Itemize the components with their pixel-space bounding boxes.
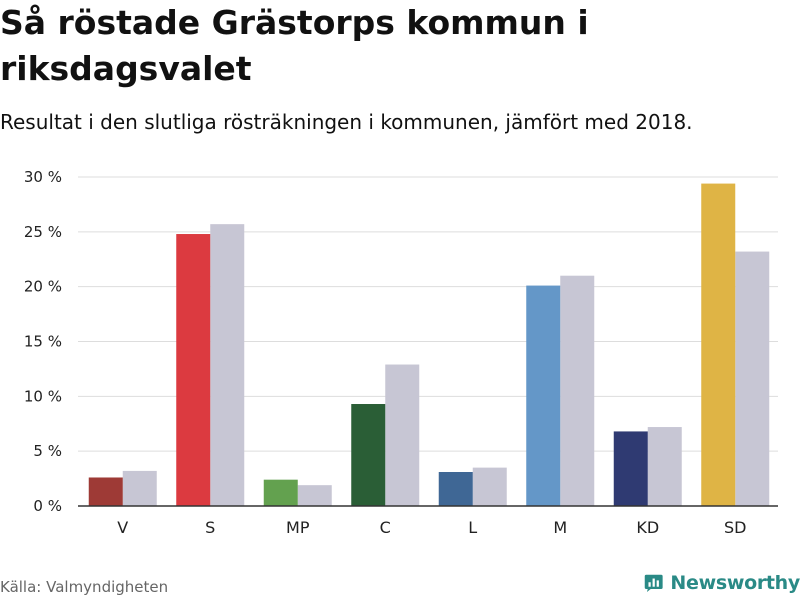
y-axis-labels: 0 % 5 % 10 % 15 % 20 % 25 % 30 % [24, 168, 62, 515]
chart-subtitle: Resultat i den slutliga rösträkningen i … [0, 110, 693, 134]
y-tick-label: 25 % [24, 223, 62, 241]
bar-2022-v [88, 477, 123, 506]
y-tick-label: 15 % [24, 333, 62, 351]
bar-2022-kd [613, 431, 648, 506]
bar-2022-m [526, 285, 561, 506]
bar-2018-m [560, 275, 595, 506]
bars [88, 183, 770, 506]
x-category-label: KD [636, 518, 659, 537]
bar-2022-s [176, 234, 211, 506]
brand-logo: Newsworthy [644, 567, 800, 599]
brand-name: Newsworthy [670, 572, 800, 594]
x-category-label: SD [724, 518, 746, 537]
bar-chart: 0 % 5 % 10 % 15 % 20 % 25 % 30 % V S MP C L M KD SD [24, 168, 778, 537]
bar-2018-s [210, 224, 245, 506]
bar-2022-c [351, 404, 386, 506]
bar-2022-mp [263, 479, 298, 506]
bar-chart-logo-icon [644, 574, 663, 592]
x-category-label: C [380, 518, 391, 537]
y-tick-label: 30 % [24, 168, 62, 186]
x-category-label: MP [286, 518, 310, 537]
y-tick-label: 20 % [24, 278, 62, 296]
x-category-label: L [468, 518, 477, 537]
bar-2022-l [438, 472, 473, 506]
x-axis-labels: V S MP C L M KD SD [117, 518, 746, 537]
y-tick-label: 0 % [33, 497, 62, 515]
bar-2018-l [472, 467, 507, 506]
bar-2018-kd [647, 427, 682, 506]
bar-2018-sd [735, 251, 770, 506]
chart-title: Så röstade Grästorps kommun i riksdagsva… [0, 3, 589, 88]
x-category-label: M [553, 518, 567, 537]
y-tick-label: 10 % [24, 387, 62, 405]
bar-2018-v [122, 470, 157, 506]
y-tick-label: 5 % [33, 442, 62, 460]
bar-2018-mp [297, 485, 332, 506]
bar-2022-sd [701, 183, 736, 506]
bar-2018-c [385, 364, 420, 506]
x-category-label: S [205, 518, 215, 537]
x-category-label: V [117, 518, 128, 537]
source-note: Källa: Valmyndigheten [0, 578, 169, 596]
